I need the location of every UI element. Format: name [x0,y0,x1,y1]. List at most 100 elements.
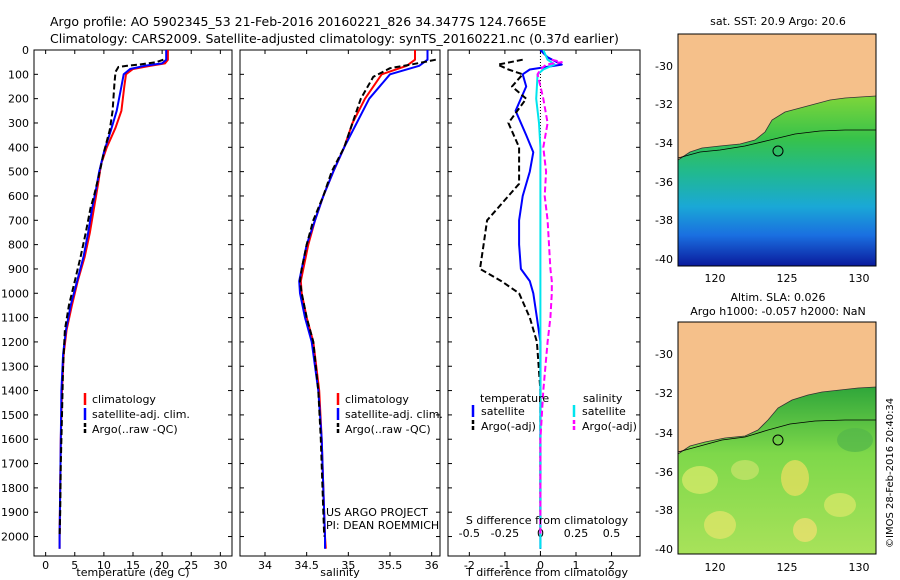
ytick-label: 1600 [1,433,29,446]
ytick-label: 400 [8,141,29,154]
sla-anomaly-blobs [682,428,873,542]
xtick-label: -1 [499,559,510,572]
map-ytick-label: -40 [655,543,673,556]
legend-label-satellite: satellite-adj. clim. [345,408,443,421]
xtick-label: 36 [425,559,439,572]
ytick-label: 700 [8,214,29,227]
legend-label-s-argo: Argo(-adj) [582,420,637,433]
xtick-label: 15 [126,559,140,572]
legend-label-argo: Argo(..raw -QC) [92,423,178,436]
map-ytick-label: -38 [655,504,673,517]
ytick-label: 1100 [1,312,29,325]
ocean-sst-field [678,96,876,266]
temperature-axes-frame [33,49,233,557]
ytick-label: 0 [22,44,29,57]
map-ytick-label: -32 [655,387,673,400]
float-position-marker [772,434,784,446]
map-ytick-label: -40 [655,253,673,266]
ytick-label: 100 [8,68,29,81]
ytick-label: 1400 [1,385,29,398]
x2tick-label: -0.25 [491,527,519,540]
xtick-label: 1 [573,559,580,572]
salinity-legend: climatology satellite-adj. clim. Argo(..… [336,393,443,436]
map-ytick-label: -30 [655,348,673,361]
ytick-label: 500 [8,166,29,179]
header-line-1: Argo profile: AO 5902345_53 21-Feb-2016 … [50,14,546,29]
sla-blob [824,493,856,517]
x2tick-label: 0.5 [603,527,621,540]
temperature-x-axis: 0 5 10 15 20 25 30 [42,50,227,572]
xtick-label: 10 [97,559,111,572]
ytick-label: 1700 [1,458,29,471]
difference-axes-frame [447,49,641,557]
sla-map-xtick-labels: 120 125 130 [705,561,870,574]
xtick-label: 30 [213,559,227,572]
xtick-label: 25 [184,559,198,572]
map-xtick-label: 125 [777,272,798,285]
xtick-label: 34 [258,559,272,572]
ytick-label: 1000 [1,287,29,300]
ytick-label: 600 [8,190,29,203]
ytick-label: 1500 [1,409,29,422]
temperature-panel: 0100200300400500600700800900100011001200… [1,44,233,579]
map-ytick-label: -36 [655,176,673,189]
salinity-depth-ticks [240,49,440,538]
sla-map-ytick-labels: -30 -32 -34 -36 -38 -40 [655,348,673,556]
sla-blob [704,511,736,539]
map-xtick-label: 130 [849,561,870,574]
legend-label-t-argo: Argo(-adj) [481,420,536,433]
xtick-label: 2 [608,559,615,572]
map-xtick-label: 120 [705,561,726,574]
map-ytick-label: -34 [655,137,673,150]
legend-label-t-satellite: satellite [481,405,525,418]
ytick-label: 1200 [1,336,29,349]
difference-x-axis: -2 -1 0 1 2 [464,50,615,572]
temperature-series [58,50,169,549]
map-xtick-label: 120 [705,272,726,285]
difference-panel: -2 -1 0 1 2 -0.5 -0.25 0 0.25 0.5 T difference f… [447,49,641,579]
ytick-label: 1800 [1,482,29,495]
imos-credit: ©IMOS 28-Feb-2016 20:40:34 [885,398,896,548]
map-xtick-label: 125 [777,561,798,574]
ytick-label: 300 [8,117,29,130]
ocean-sla-field [678,387,876,554]
stamp-line-2: PI: DEAN ROEMMICH [326,519,439,532]
sla-blob [781,460,809,496]
xtick-label: 5 [71,559,78,572]
salinity-panel: 34 34.5 35 35.5 36 salinity climatology sate… [239,49,443,579]
sla-blob [731,460,759,480]
salinity-x-axis: 34 34.5 35 35.5 36 [258,50,439,572]
contour-line [677,419,876,453]
salinity-axes-frame [239,49,441,557]
map-xtick-label: 130 [849,272,870,285]
map-ytick-label: -36 [655,466,673,479]
ytick-label: 2000 [1,531,29,544]
legend-label-climatology: climatology [92,393,156,406]
temperature-legend: climatology satellite-adj. clim. Argo(..… [83,393,190,436]
ytick-label: 900 [8,263,29,276]
sla-blob [793,518,817,542]
difference-depth-ticks [448,49,640,538]
salinity-xlabel: salinity [320,566,360,579]
map-ytick-label: -38 [655,214,673,227]
difference-xlabel: T difference from climatology [465,566,628,579]
xtick-label: 0 [537,559,544,572]
legend-label-satellite: satellite-adj. clim. [92,408,190,421]
xtick-label: 35.5 [378,559,403,572]
sla-map-title-2: Argo h1000: -0.057 h2000: NaN [690,305,866,318]
x2tick-label: 0.25 [564,527,589,540]
ytick-label: 1300 [1,360,29,373]
sst-map-ytick-labels: -30 -32 -34 -36 -38 -40 [655,60,673,266]
map-ytick-label: -30 [655,60,673,73]
legend-label-argo: Argo(..raw -QC) [345,423,431,436]
map-ytick-label: -34 [655,427,673,440]
x2tick-label: -0.5 [459,527,480,540]
legend-label-climatology: climatology [345,393,409,406]
sla-map-frame [677,321,877,555]
sst-map-frame [677,33,877,267]
sla-map-title-1: Altim. SLA: 0.026 [730,291,825,304]
sst-map-xtick-labels: 120 125 130 [705,272,870,285]
contour-line [677,129,876,159]
xtick-label: 34.5 [294,559,319,572]
